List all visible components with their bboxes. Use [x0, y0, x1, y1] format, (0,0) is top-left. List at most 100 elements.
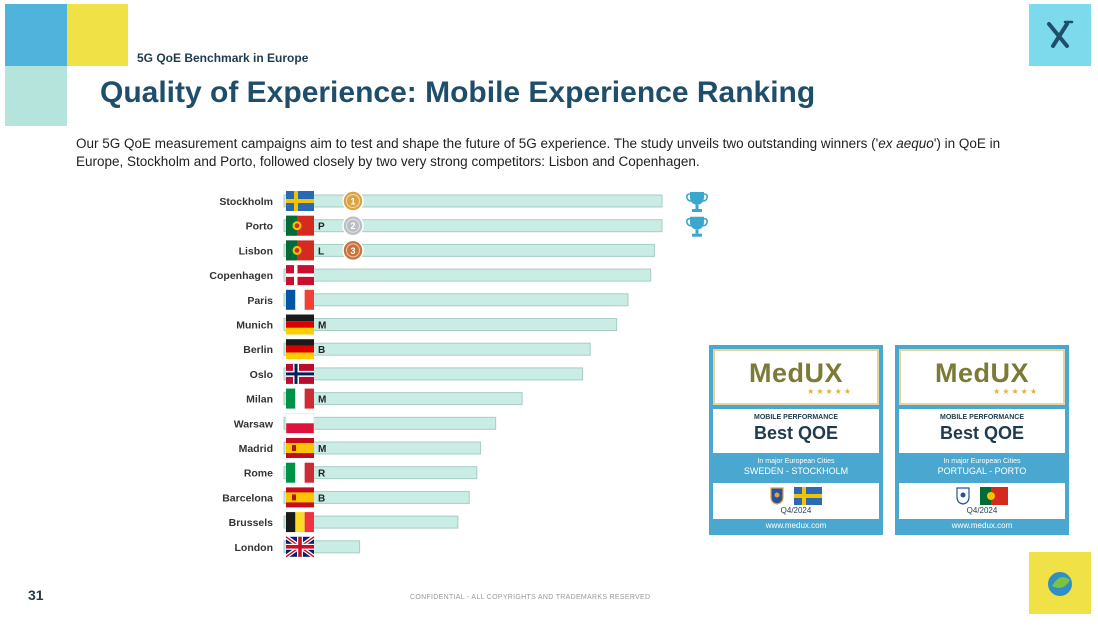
category-label: Stockholm [219, 196, 273, 208]
badge-info: In major European Cities SWEDEN - STOCKH… [713, 455, 879, 483]
flag-part [304, 512, 314, 533]
flag-part [286, 388, 296, 409]
ranking-chart: Stockholm Porto P Lisbon L Copenhagen Paris Mun… [209, 190, 708, 559]
trophy-handle [686, 217, 692, 227]
chart-row-warsaw: Warsaw [234, 413, 497, 434]
flag-part [286, 289, 296, 310]
bar [283, 318, 618, 331]
category-label: Copenhagen [209, 270, 273, 282]
flag-part [286, 545, 314, 549]
bar [283, 243, 655, 257]
category-label: Munich [236, 320, 273, 332]
category-label: Milan [246, 394, 273, 406]
trophy-handle [702, 217, 708, 227]
bar [283, 268, 652, 282]
decor-square-mint [5, 66, 67, 126]
trophy-cup [690, 192, 704, 205]
flag-part [295, 289, 305, 310]
medal-disc [342, 239, 364, 262]
trophy-stem [695, 229, 699, 234]
chart-row-stockholm: Stockholm [219, 191, 663, 211]
intro-paragraph: Our 5G QoE measurement campaigns aim to … [76, 136, 1001, 169]
badge-url[interactable]: www.medux.com [951, 521, 1013, 530]
category-label: Lisbon [239, 245, 273, 257]
category-label: Warsaw [234, 418, 274, 430]
stockholm-crest-icon [770, 487, 784, 505]
chart-row-paris: Paris [247, 289, 629, 310]
bar [283, 441, 482, 455]
category-label: Paris [247, 295, 273, 307]
flag-part [295, 388, 305, 409]
medal-disc [342, 214, 364, 237]
badge-award: Best QOE [939, 423, 1025, 443]
category-label: Porto [246, 221, 273, 233]
medal-ring [346, 194, 360, 208]
sweden-flag-icon [794, 487, 822, 505]
medal-ring [346, 243, 360, 258]
category-label: Rome [244, 468, 273, 480]
flag-part [286, 462, 296, 483]
category-label: Oslo [250, 369, 273, 381]
operator-letter: B [318, 493, 325, 504]
chart-row-oslo: Oslo [250, 363, 584, 384]
operator-letter: M [318, 395, 326, 406]
flag-part [286, 327, 314, 335]
badge-logo-box: MedUX ★★★★★ [899, 349, 1065, 405]
category-label: London [235, 542, 273, 554]
badge-info: In major European Cities PORTUGAL - PORT… [899, 455, 1065, 483]
medal-disc [342, 190, 364, 212]
flag-part [286, 512, 296, 533]
bar [283, 342, 591, 356]
flag-part [286, 339, 314, 346]
badge-city: SWEDEN - STOCKHOLM [743, 466, 849, 476]
trophy-base [692, 233, 702, 237]
flag-part [286, 215, 297, 236]
bar [283, 219, 663, 233]
page-number: 31 [28, 587, 44, 603]
medal-bronze-icon: 3 [342, 239, 364, 262]
flag-part [304, 289, 314, 310]
operator-letter: B [318, 345, 325, 356]
trophy-icon [686, 192, 708, 212]
chart-row-barcelona: Barcelona B [222, 487, 470, 508]
flag-part [286, 413, 314, 424]
bar [283, 490, 470, 504]
category-label: Madrid [239, 443, 273, 455]
flag-part [304, 388, 314, 409]
bar [283, 416, 497, 430]
badge-award-box: MOBILE PERFORMANCE Best QOE [899, 409, 1065, 453]
bar [283, 515, 459, 529]
badge-url[interactable]: www.medux.com [765, 521, 827, 530]
chart-row-london: London [235, 535, 361, 559]
flag-part [286, 321, 314, 328]
trophy-icon [686, 216, 708, 237]
trophy-stem [695, 205, 699, 209]
trophy-handle [702, 193, 708, 202]
chart-row-berlin: Berlin B [243, 339, 591, 360]
badge-bottom: Q4/2024 [713, 483, 879, 519]
bar [283, 293, 629, 307]
badge-logo: MedUX [934, 357, 1029, 388]
decor-square-blue [5, 4, 67, 66]
chart-row-madrid: Madrid M [239, 438, 482, 458]
operator-letter: P [318, 222, 325, 233]
flag-part [286, 372, 314, 376]
bar [283, 194, 663, 208]
badge-quarter: Q4/2024 [966, 506, 998, 515]
badge-city: PORTUGAL - PORTO [937, 466, 1027, 476]
award-badge-porto: MedUX ★★★★★ MOBILE PERFORMANCE Best QOE … [895, 345, 1069, 535]
chart-row-lisbon: Lisbon L [239, 240, 655, 261]
flag-part [286, 199, 314, 203]
badge-stars: ★★★★★ [993, 386, 1039, 396]
badge-category: MOBILE PERFORMANCE [940, 414, 1024, 421]
globe-leaf-icon [1029, 552, 1091, 614]
confidential-notice: CONFIDENTIAL - ALL COPYRIGHTS AND TRADEM… [410, 594, 651, 601]
bar [283, 466, 478, 480]
operator-letter: M [318, 444, 326, 455]
medal-gold-icon: 1 [342, 190, 364, 212]
subtitle: 5G QoE Benchmark in Europe [137, 51, 309, 65]
bar [283, 367, 584, 381]
flag-part [292, 445, 296, 451]
trophy-handle [686, 193, 692, 202]
medal-label: 2 [350, 221, 355, 231]
